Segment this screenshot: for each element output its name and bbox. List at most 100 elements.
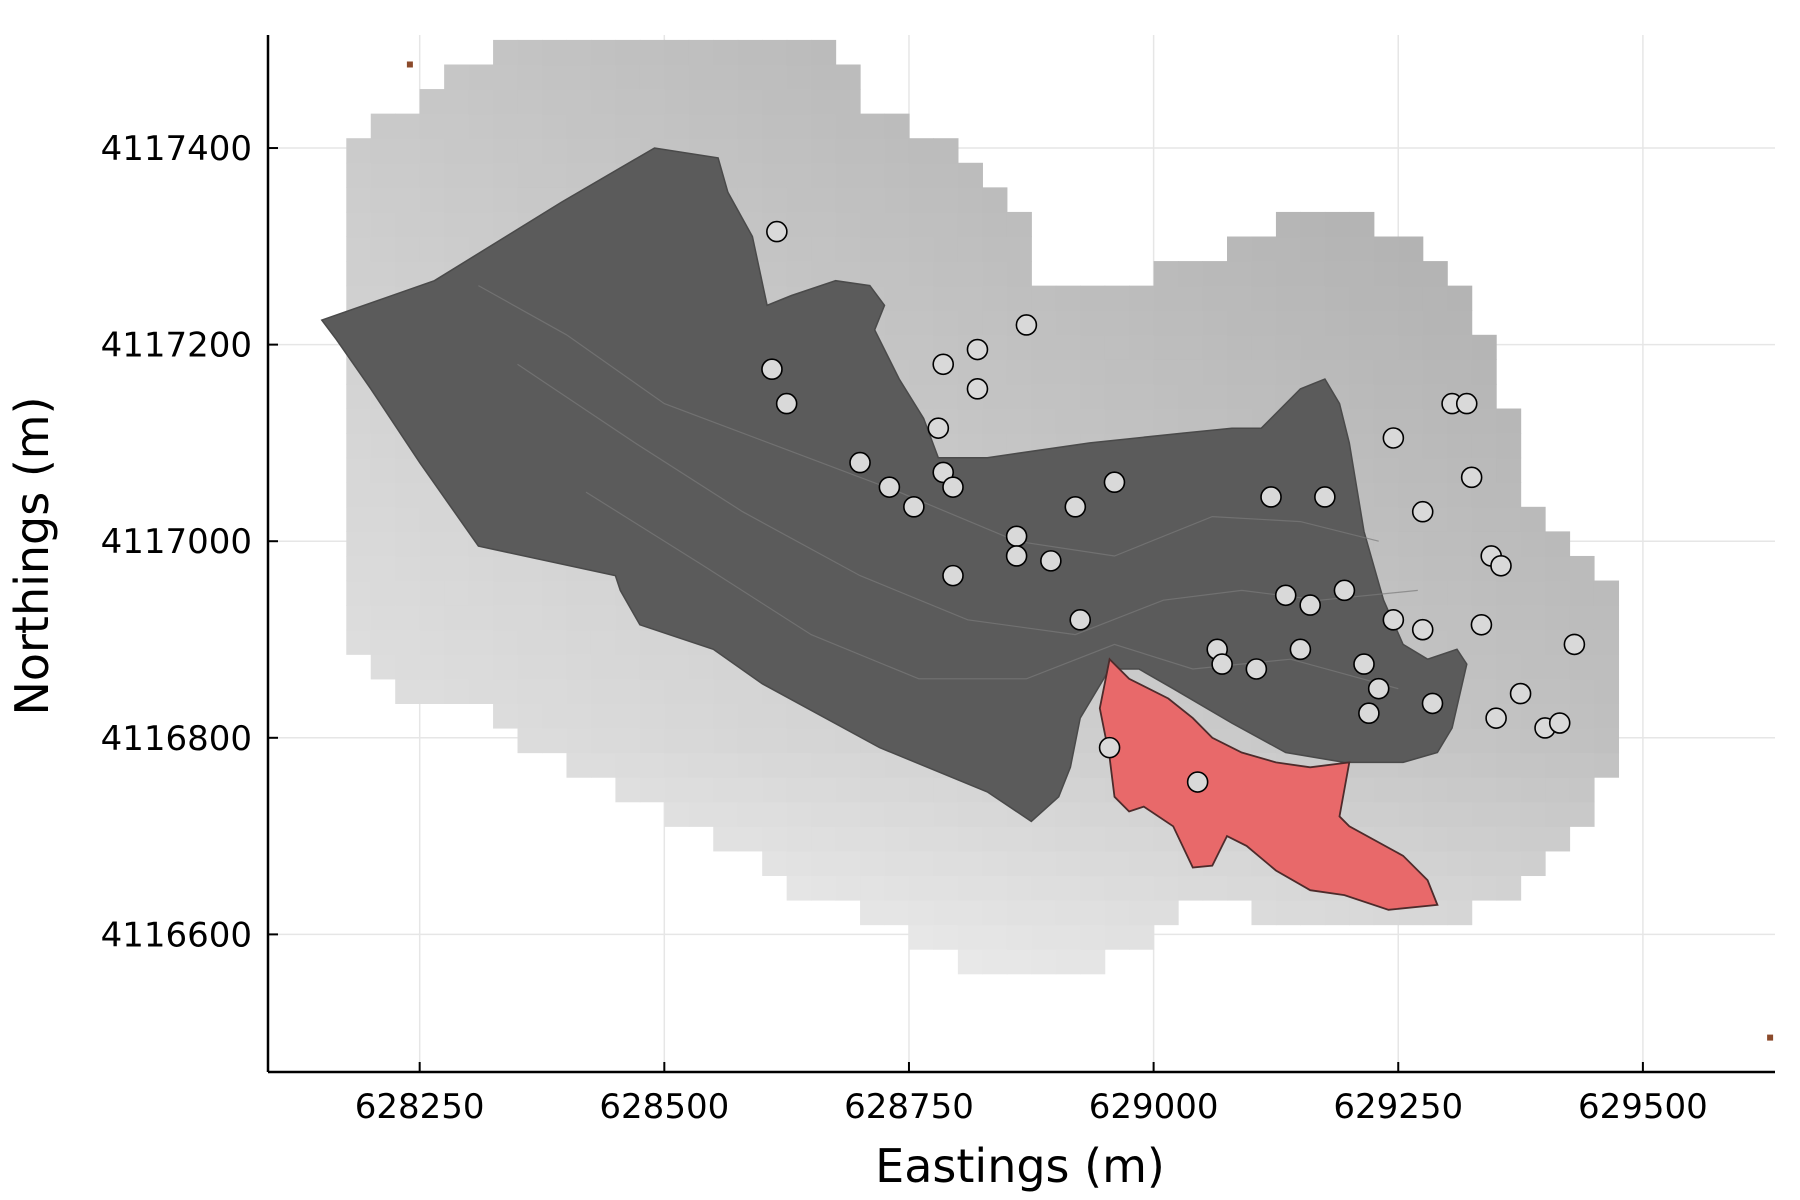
raster-cell (835, 211, 861, 238)
raster-cell (1447, 334, 1473, 360)
raster-cell (860, 826, 886, 852)
raster-cell (737, 138, 763, 164)
raster-cell (835, 89, 861, 115)
raster-cell (982, 875, 1008, 901)
raster-cell (1545, 826, 1571, 852)
raster-cell (419, 654, 445, 680)
raster-cell (664, 39, 690, 66)
sample-point (1421, 692, 1444, 715)
raster-cell (468, 113, 494, 139)
raster-cell (1080, 334, 1106, 360)
sample-point (761, 358, 783, 380)
raster-cell (982, 359, 1008, 385)
raster-cell (860, 850, 886, 877)
raster-cell (1178, 285, 1204, 311)
raster-cell (1251, 899, 1277, 926)
raster-cell (444, 113, 470, 139)
raster-cell (835, 777, 861, 803)
raster-cell (762, 64, 788, 90)
raster-cell (493, 138, 519, 164)
raster-cell (639, 727, 665, 754)
raster-cell (957, 211, 983, 238)
raster-cell (493, 89, 519, 115)
raster-cell (1055, 850, 1081, 877)
raster-cell (1471, 359, 1497, 385)
raster-cell (444, 654, 470, 680)
raster-cell (982, 433, 1008, 459)
raster-cell (786, 261, 812, 287)
raster-cell (957, 236, 983, 262)
raster-cell (1080, 383, 1106, 410)
raster-cell (1227, 236, 1253, 262)
sample-point (1382, 609, 1405, 631)
raster-cell (860, 187, 886, 213)
sample-point (1274, 584, 1297, 607)
raster-cell (713, 777, 739, 803)
raster-cell (908, 261, 935, 287)
raster-cell (346, 555, 372, 582)
raster-cell (1496, 408, 1522, 434)
raster-cell (1349, 285, 1375, 311)
raster-cell (1349, 777, 1375, 803)
raster-cell (444, 605, 470, 631)
raster-cell (542, 580, 568, 606)
raster-cell (835, 850, 861, 877)
raster-cell (1275, 359, 1301, 385)
raster-cell (1300, 310, 1326, 336)
raster-cell (737, 752, 763, 778)
sample-point (1289, 638, 1312, 661)
raster-cell (1104, 359, 1130, 385)
raster-cell (493, 678, 519, 704)
raster-cell (957, 310, 983, 336)
raster-cell (1447, 801, 1473, 827)
sample-point (1186, 771, 1209, 793)
raster-cell (664, 113, 690, 139)
raster-cell (835, 875, 861, 901)
raster-cell (1031, 850, 1057, 877)
axes (266, 35, 1775, 1074)
raster-cell (884, 162, 910, 188)
raster-cell (493, 64, 519, 90)
raster-cell (1447, 875, 1473, 901)
raster-cell (493, 39, 519, 66)
raster-cell (1104, 924, 1130, 950)
raster-cell (395, 236, 421, 262)
raster-cell (1055, 334, 1081, 360)
raster-cell (786, 727, 812, 754)
raster-cell (737, 89, 763, 115)
raster-cell (346, 629, 372, 655)
raster-cell (1031, 359, 1057, 385)
y-axis-title: Northings (m) (5, 396, 59, 715)
sample-point (1005, 545, 1028, 567)
raster-cell (1324, 285, 1350, 311)
raster-cell (346, 580, 372, 606)
raster-cell (419, 211, 445, 238)
raster-cell (1373, 359, 1399, 385)
raster-cell (1471, 433, 1497, 459)
raster-cell (1251, 383, 1277, 410)
raster-cell (1202, 261, 1228, 287)
raster-cell (860, 138, 886, 164)
raster-cell (1080, 408, 1106, 434)
raster-cell (664, 703, 690, 729)
raster-cell (1520, 752, 1546, 778)
raster-cell (1422, 580, 1448, 606)
raster-cell (370, 605, 396, 631)
raster-cell (933, 261, 959, 287)
raster-cell (1080, 801, 1106, 827)
raster-cell (517, 555, 543, 582)
raster-cell (786, 187, 812, 213)
raster-cell (1129, 383, 1155, 410)
raster-cell (493, 580, 519, 606)
raster-cell (419, 531, 445, 557)
raster-cell (639, 752, 665, 778)
raster-cell (713, 703, 739, 729)
raster-cell (1251, 236, 1277, 262)
raster-cell (468, 605, 494, 631)
sample-point (1460, 466, 1483, 489)
raster-cell (982, 949, 1008, 975)
raster-cell (982, 408, 1008, 434)
raster-cell (1324, 211, 1350, 238)
raster-cell (1545, 678, 1571, 704)
raster-cell (1055, 924, 1081, 950)
